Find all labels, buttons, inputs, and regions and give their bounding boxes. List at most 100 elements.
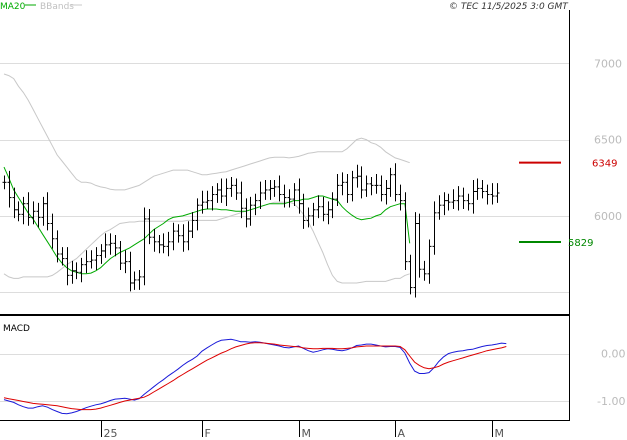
- ohlc-bar: [26, 192, 31, 226]
- ohlc-bar: [345, 173, 350, 203]
- ohlc-bar: [190, 212, 195, 238]
- ma20-line: [3, 166, 411, 275]
- ohlc-bar: [229, 176, 234, 197]
- ohlc-bar: [301, 193, 306, 229]
- price-tick-7000: 7000: [594, 57, 622, 70]
- ohlc-bar: [79, 257, 84, 283]
- ohlc-bar: [94, 247, 99, 271]
- ohlc-bar: [417, 213, 422, 278]
- month-tick-label: 25: [104, 427, 118, 440]
- ohlc-bar: [374, 173, 379, 194]
- ohlc-bar: [248, 196, 253, 226]
- x-axis: 25 F M A M: [101, 421, 505, 440]
- ohlc-bar: [403, 192, 408, 271]
- ohlc-bar: [272, 180, 277, 197]
- ohlc-bar: [50, 213, 55, 249]
- ohlc-bars: [2, 163, 500, 298]
- ohlc-bar: [219, 178, 224, 203]
- ohlc-bar: [89, 250, 94, 269]
- ohlc-bar: [132, 271, 137, 290]
- ohlc-bar: [70, 260, 75, 284]
- ohlc-bar: [446, 193, 451, 211]
- ohlc-bar: [282, 184, 287, 208]
- ohlc-bar: [277, 175, 282, 202]
- ohlc-bar: [108, 233, 113, 255]
- ohlc-bar: [379, 175, 384, 202]
- ma20-value: 5829: [568, 238, 593, 249]
- ohlc-bar: [176, 224, 181, 243]
- ohlc-bar: [263, 180, 268, 200]
- ohlc-bar: [161, 233, 166, 254]
- ohlc-bar: [224, 178, 229, 206]
- ohlc-bar: [215, 183, 220, 203]
- macd-line: [3, 338, 507, 415]
- ohlc-bar: [287, 189, 292, 208]
- ohlc-bar: [65, 247, 70, 286]
- ohlc-bar: [355, 164, 360, 188]
- ohlc-bar: [398, 184, 403, 211]
- ohlc-bar: [340, 172, 345, 196]
- ohlc-bar: [427, 239, 432, 284]
- ohlc-bar: [186, 221, 191, 251]
- ohlc-bar: [258, 181, 263, 210]
- price-tick-6000: 6000: [594, 210, 622, 223]
- price-grid: [0, 63, 569, 293]
- ohlc-bar: [103, 233, 108, 258]
- macd-tick-minus1: -1.00: [597, 395, 625, 408]
- ohlc-bar: [253, 193, 258, 216]
- ohlc-bar: [21, 196, 26, 225]
- ohlc-bar: [456, 186, 461, 211]
- macd-tick-0: 0.00: [601, 348, 626, 361]
- ohlc-bar: [171, 222, 176, 251]
- ohlc-bar: [74, 262, 79, 280]
- ohlc-bar: [234, 178, 239, 200]
- ohlc-bar: [432, 201, 437, 255]
- ohlc-bar: [461, 187, 466, 210]
- ohlc-bar: [31, 201, 36, 225]
- ohlc-bar: [490, 183, 495, 205]
- ohlc-bar: [475, 178, 480, 200]
- ohlc-bar: [118, 241, 123, 271]
- ohlc-bar: [408, 254, 413, 295]
- ohlc-bar: [316, 195, 321, 219]
- ohlc-bar: [2, 175, 7, 190]
- legend-ma20-label: MA20: [0, 2, 26, 12]
- ohlc-bar: [422, 260, 427, 281]
- ohlc-bar: [205, 190, 210, 210]
- ohlc-bar: [12, 187, 17, 219]
- ohlc-bar: [239, 181, 244, 219]
- ohlc-bar: [306, 207, 311, 228]
- ohlc-bar: [311, 202, 316, 226]
- ohlc-bar: [335, 173, 340, 206]
- ohlc-bar: [359, 166, 364, 199]
- ohlc-bar: [210, 186, 215, 211]
- ohlc-bar: [142, 207, 147, 286]
- ohlc-bar: [292, 183, 297, 206]
- ohlc-bar: [84, 250, 89, 274]
- ohlc-bar: [393, 163, 398, 202]
- ohlc-bar: [200, 190, 205, 214]
- ohlc-bar: [451, 189, 456, 210]
- ohlc-bar: [442, 192, 447, 216]
- bollinger-bands: [3, 73, 410, 284]
- ohlc-bar: [437, 195, 442, 220]
- month-tick-label: A: [398, 427, 406, 440]
- ohlc-bar: [45, 192, 50, 231]
- copyright-stamp: © TEC 11/5/2025 3:0 GMT: [449, 2, 569, 12]
- ohlc-bar: [147, 209, 152, 245]
- ohlc-bar: [364, 175, 369, 197]
- macd-title: MACD: [3, 324, 30, 334]
- ohlc-bar: [466, 193, 471, 211]
- ohlc-bar: [113, 234, 118, 257]
- upper-band-value: 6349: [592, 159, 617, 170]
- ohlc-bar: [350, 170, 355, 202]
- ohlc-bar: [152, 228, 157, 252]
- month-tick-label: M: [495, 427, 505, 440]
- legend: MA20 BBands: [0, 2, 82, 12]
- ohlc-bar: [36, 202, 41, 228]
- ohlc-bar: [330, 192, 335, 219]
- ohlc-bar: [480, 180, 485, 199]
- ohlc-bar: [244, 198, 249, 228]
- macd-signal-line: [3, 342, 507, 411]
